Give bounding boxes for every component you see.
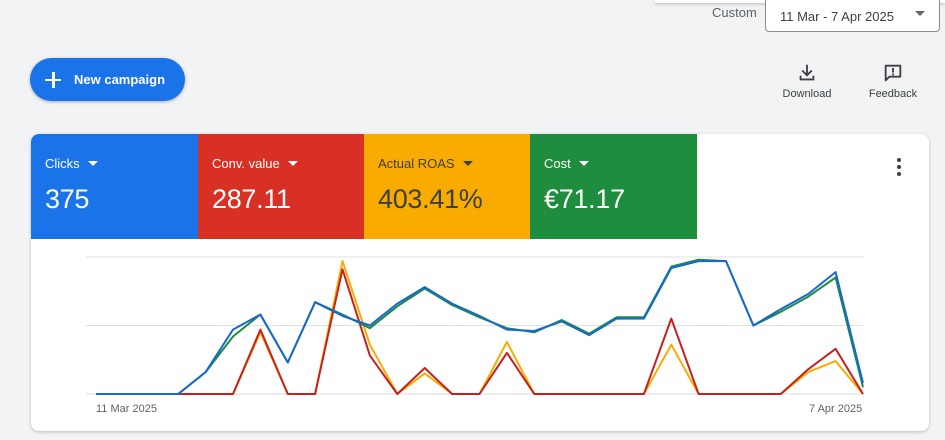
metric-value: 375 — [45, 184, 90, 214]
date-range-mode-label: Custom — [712, 5, 757, 20]
metric-name: Conv. value — [212, 156, 280, 171]
download-label: Download — [782, 88, 832, 100]
new-campaign-button[interactable]: New campaign — [30, 58, 185, 101]
metric-conv-value[interactable]: Conv. value 287.11 — [198, 134, 365, 239]
metric-clicks[interactable]: Clicks 375 — [31, 134, 198, 239]
new-campaign-label: New campaign — [74, 72, 166, 87]
series-line-2 — [96, 268, 864, 395]
metric-value: 287.11 — [212, 184, 291, 214]
download-icon — [799, 64, 815, 81]
metric-name: Cost — [544, 156, 571, 171]
dropdown-caret-icon — [462, 161, 473, 166]
feedback-button[interactable]: Feedback — [865, 62, 921, 100]
metric-name: Clicks — [45, 156, 80, 171]
date-range-value: 11 Mar - 7 Apr 2025 — [780, 8, 894, 24]
metric-cost[interactable]: Cost €71.17 — [530, 134, 697, 239]
dropdown-caret-icon — [578, 161, 589, 166]
dropdown-caret-icon — [287, 161, 298, 166]
metric-actual-roas[interactable]: Actual ROAS 403.41% — [364, 134, 531, 239]
feedback-icon — [884, 64, 902, 82]
performance-chart: 11 Mar 2025 7 Apr 2025 — [31, 239, 929, 431]
date-range-select[interactable]: 11 Mar - 7 Apr 2025 — [765, 0, 940, 32]
download-button[interactable]: Download — [778, 62, 836, 100]
plus-icon — [42, 69, 64, 91]
line-chart — [86, 256, 864, 395]
x-tick-start: 11 Mar 2025 — [96, 403, 157, 415]
series-line-3 — [96, 260, 864, 395]
dropdown-caret-icon — [915, 11, 925, 16]
more-options-icon[interactable] — [889, 156, 909, 178]
metric-value: 403.41% — [378, 184, 483, 214]
x-tick-end: 7 Apr 2025 — [809, 403, 863, 415]
performance-card: Clicks 375 Conv. value 287.11 Actual ROA… — [31, 134, 929, 431]
feedback-label: Feedback — [868, 88, 918, 100]
dropdown-caret-icon — [87, 161, 98, 166]
metric-value: €71.17 — [544, 184, 625, 214]
metric-name: Actual ROAS — [378, 156, 455, 171]
series-line-1 — [96, 260, 864, 395]
series-line-0 — [96, 258, 864, 395]
